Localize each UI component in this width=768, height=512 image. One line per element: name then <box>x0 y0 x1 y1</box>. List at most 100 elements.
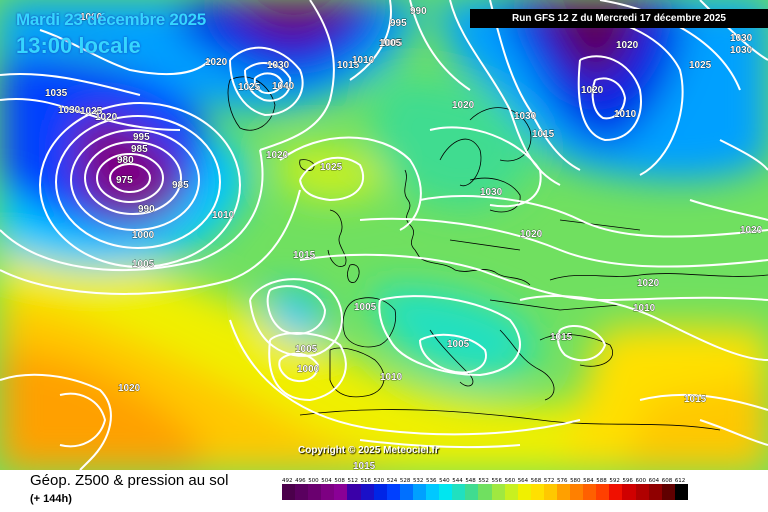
isobar-label: 1030 <box>58 105 81 116</box>
isobar-label: 1020 <box>637 278 660 289</box>
scale-swatch <box>491 484 505 500</box>
isobar-label: 1005 <box>380 38 403 49</box>
scale-label: 584 <box>583 478 594 484</box>
scale-swatch <box>674 484 688 500</box>
isobar-label: 1025 <box>320 162 343 173</box>
isobar-label: 1015 <box>337 60 360 71</box>
scale-label: 560 <box>504 478 516 484</box>
isobar-label: 1020 <box>740 225 763 236</box>
scale-label: 544 <box>452 478 463 484</box>
scale-swatch <box>426 484 440 500</box>
scale-swatch <box>530 484 544 500</box>
copyright: Copyright © 2025 Meteociel.fr <box>298 445 439 456</box>
scale-label: 520 <box>373 478 385 484</box>
scale-swatch <box>334 484 348 500</box>
scale-swatch <box>412 484 427 500</box>
isobar-label: 990 <box>410 6 427 17</box>
isobar-label: 1005 <box>354 302 377 313</box>
scale-label: 592 <box>609 478 620 484</box>
isobar-labels: 1000 995 990 1005 1035 1030 1025 1020 99… <box>45 6 763 470</box>
isobar-label: 1020 <box>205 57 228 68</box>
isobar-label: 985 <box>172 180 189 191</box>
isobar-label: 995 <box>390 18 407 29</box>
scale-swatch <box>452 484 466 500</box>
isobar-label: 1020 <box>266 150 289 161</box>
scale-label: 500 <box>308 478 319 484</box>
scale-swatch <box>478 484 492 500</box>
scale-label: 496 <box>295 478 306 484</box>
color-scale: 492 496 500 504 508 512 516 520 524 528 532 536 540 5… <box>282 478 688 506</box>
isobar-label: 1015 <box>684 394 707 405</box>
isobar-label: 1030 <box>480 187 503 198</box>
scale-label: 540 <box>439 478 450 484</box>
scale-label: 524 <box>386 478 398 484</box>
scale-swatch <box>635 484 649 500</box>
isobar-label: 1010 <box>614 109 637 120</box>
isobar-label: 1040 <box>272 81 295 92</box>
scale-swatch <box>609 484 623 500</box>
run-info: Run GFS 12 Z du Mercredi 17 décembre 202… <box>470 9 768 28</box>
scale-label: 512 <box>347 478 358 484</box>
scale-label: 576 <box>556 478 568 484</box>
scale-swatch <box>465 484 479 500</box>
isobar-label: 1025 <box>689 60 712 71</box>
scale-swatch <box>648 484 662 500</box>
scale-swatch <box>295 484 309 500</box>
scale-swatch <box>556 484 571 500</box>
scale-label: 604 <box>648 478 660 484</box>
scale-label: 564 <box>517 478 529 484</box>
scale-label: 532 <box>412 478 424 484</box>
isobar-label: 1030 <box>514 111 537 122</box>
scale-swatch <box>439 484 453 500</box>
scale-label: 572 <box>543 478 555 484</box>
scale-swatch <box>583 484 597 500</box>
scale-swatch <box>321 484 335 500</box>
scale-label: 548 <box>465 478 476 484</box>
scale-label: 600 <box>635 478 647 484</box>
scale-label: 580 <box>570 478 581 484</box>
isobar-label: 1035 <box>45 88 68 99</box>
isobar-label: 1005 <box>447 339 470 350</box>
isobar-label: 980 <box>117 155 134 166</box>
isobar-label: 990 <box>138 204 155 215</box>
isobar-label: 975 <box>116 175 133 186</box>
scale-label: 568 <box>530 478 542 484</box>
scale-swatch <box>373 484 387 500</box>
isobar-label: 1025 <box>238 82 261 93</box>
scale-swatch <box>517 484 531 500</box>
scale-swatch <box>399 484 413 500</box>
isobar-label: 995 <box>133 132 150 143</box>
isobar-label: 1030 <box>730 45 753 56</box>
scale-swatch <box>386 484 400 500</box>
isobars <box>0 0 768 470</box>
scale-swatch <box>596 484 610 500</box>
legend-footer: Géop. Z500 & pression au sol (+ 144h) 49… <box>0 470 768 512</box>
isobar-label: 1005 <box>295 344 318 355</box>
scale-label: 492 <box>282 478 293 484</box>
scale-swatch <box>308 484 322 500</box>
scale-swatch <box>661 484 675 500</box>
scale-label: 508 <box>334 478 345 484</box>
geopotential-field <box>0 0 768 470</box>
isobar-label: 1010 <box>212 210 235 221</box>
isobar-label: 1015 <box>550 332 573 343</box>
scale-label: 596 <box>622 478 633 484</box>
isobar-label: 1010 <box>380 372 403 383</box>
isobar-label: 1020 <box>118 383 141 394</box>
scale-label: 504 <box>321 478 332 484</box>
isobar-label: 1020 <box>95 112 118 123</box>
scale-label: 528 <box>399 478 411 484</box>
scale-swatch <box>504 484 518 500</box>
scale-swatch <box>282 484 296 500</box>
isobar-label: 1000 <box>132 230 155 241</box>
scale-label: 608 <box>661 478 673 484</box>
isobar-label: 1005 <box>132 259 155 270</box>
isobar-label: 1015 <box>293 250 316 261</box>
isobar-label: 1010 <box>633 303 656 314</box>
isobar-label: 1000 <box>80 12 103 23</box>
scale-label: 552 <box>478 478 489 484</box>
isobar-label: 1015 <box>532 129 555 140</box>
scale-swatch <box>622 484 636 500</box>
isobar-label: 1005 <box>379 38 402 49</box>
isobar-label: 1025 <box>80 106 103 117</box>
